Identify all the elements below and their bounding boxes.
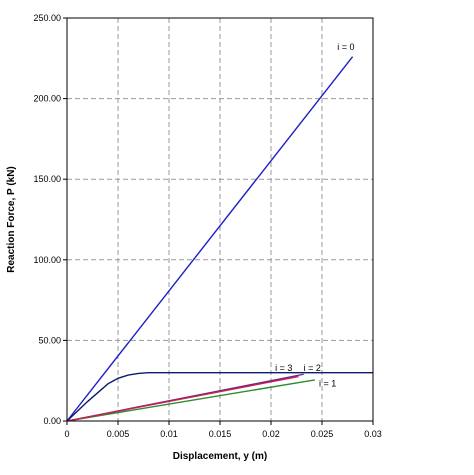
x-tick-label: 0.025 — [311, 429, 334, 439]
series-line-2 — [66, 379, 315, 422]
x-tick-label: 0.01 — [160, 429, 178, 439]
y-axis-title: Reaction Force, P (kN) — [6, 166, 17, 273]
y-tick-label: 100.00 — [33, 255, 61, 265]
series-labels: i = 0 i = 3 i = 2 i = 1 — [275, 42, 354, 388]
grid-lines — [67, 18, 373, 421]
x-tick-label: 0.02 — [262, 429, 280, 439]
y-tick-label: 200.00 — [33, 94, 61, 104]
x-axis-title: Displacement, y (m) — [173, 451, 267, 462]
series-label-3: i = 1 — [319, 378, 336, 388]
x-tick-labels: 0 0.005 0.01 0.015 0.02 0.025 0.03 — [64, 421, 382, 439]
series-label-1: i = 3 — [275, 363, 292, 373]
series-label-2: i = 2 — [304, 363, 321, 373]
series-line-4 — [66, 375, 299, 422]
series-line-0 — [66, 56, 354, 422]
y-tick-label: 150.00 — [33, 174, 61, 184]
x-tick-label: 0.015 — [209, 429, 232, 439]
x-tick-label: 0 — [64, 429, 69, 439]
series-label-0: i = 0 — [337, 42, 354, 52]
series-line-1 — [66, 371, 373, 422]
series-lines — [66, 56, 373, 422]
y-tick-label: 250.00 — [33, 13, 61, 23]
x-tick-label: 0.03 — [364, 429, 382, 439]
y-tick-labels: 0.00 50.00 100.00 150.00 200.00 250.00 — [33, 13, 67, 426]
x-tick-label: 0.005 — [107, 429, 130, 439]
y-tick-label: 50.00 — [38, 335, 61, 345]
y-tick-label: 0.00 — [43, 416, 61, 426]
